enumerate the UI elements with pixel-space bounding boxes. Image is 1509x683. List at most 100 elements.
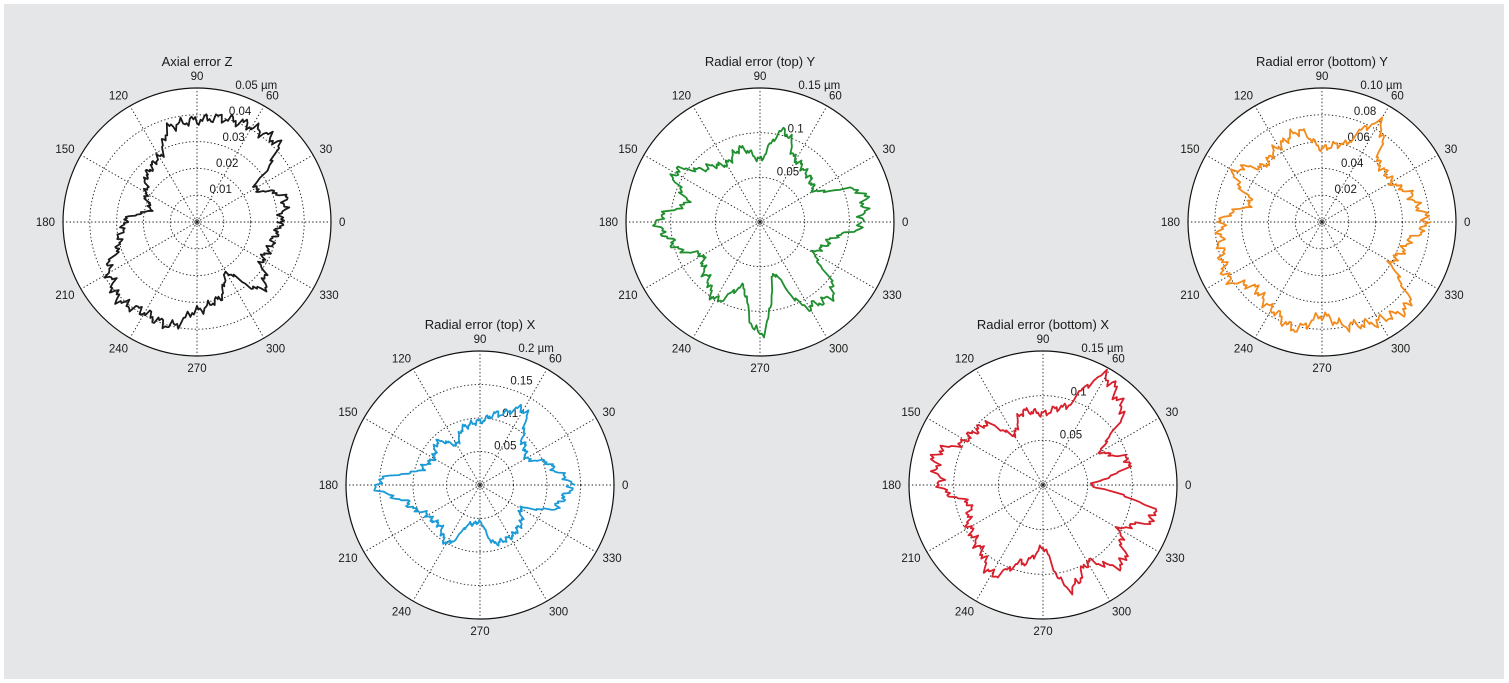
figure-panel: 0 30 60 90 120 150 180 210 240 270 300 330 0.01 0.02 0…: [4, 4, 1504, 679]
angle-tick-label: 240: [672, 343, 691, 355]
grid-spoke: [1321, 221, 1439, 290]
angle-tick-label: 30: [1165, 407, 1178, 419]
angle-tick-label: 120: [1234, 91, 1253, 103]
radial-tick-label: 0.15: [510, 375, 532, 387]
angle-tick-label: 120: [392, 354, 411, 366]
grid-ring: [670, 132, 850, 312]
angle-tick-label: 240: [1234, 343, 1253, 355]
radial-tick-label: 0.15 µm: [1081, 343, 1123, 355]
grid-spoke: [479, 417, 597, 486]
data-trace: [1214, 116, 1432, 333]
angle-tick-label: 150: [1180, 144, 1199, 156]
radial-tick-label: 0.06: [1347, 132, 1369, 144]
grid-spoke: [926, 484, 1044, 553]
radial-tick-label: 0.02: [1334, 184, 1356, 196]
grid-spoke: [926, 417, 1044, 486]
radial-tick-label: 0.02: [216, 158, 238, 170]
grid-spoke: [692, 221, 761, 339]
grid-spoke: [975, 368, 1044, 486]
grid-spoke: [479, 368, 548, 486]
angle-tick-label: 330: [319, 290, 338, 302]
angle-tick-label: 330: [882, 290, 901, 302]
center-marker: [477, 482, 483, 488]
grid-spoke: [1205, 221, 1323, 290]
angle-tick-label: 210: [338, 553, 357, 565]
angle-tick-label: 300: [1391, 343, 1410, 355]
angle-tick-label: 60: [1391, 91, 1404, 103]
grid-spoke: [80, 154, 198, 223]
grid-spoke: [975, 484, 1044, 602]
angle-tick-label: 120: [672, 91, 691, 103]
radial-tick-label: 0.04: [1341, 158, 1364, 170]
grid-spoke: [759, 221, 828, 339]
grid-ring: [953, 395, 1133, 575]
angle-tick-label: 330: [1444, 290, 1463, 302]
grid-spoke: [759, 105, 828, 223]
grid-spoke: [363, 417, 481, 486]
angle-tick-label: 150: [338, 407, 357, 419]
radial-tick-label: 0.1: [788, 123, 804, 135]
polar-chart-2: 03060901201501802102402703003300.050.10.…: [319, 317, 629, 638]
angle-tick-label: 0: [339, 217, 345, 229]
angle-tick-label: 0: [902, 217, 908, 229]
data-trace: [103, 113, 291, 330]
grid-spoke: [759, 221, 877, 290]
angle-tick-label: 270: [750, 363, 769, 375]
angle-tick-label: 60: [266, 91, 279, 103]
radial-tick-label: 0.05: [494, 440, 516, 452]
radial-tick-label: 0.2 µm: [518, 343, 553, 355]
angle-tick-label: 30: [602, 407, 615, 419]
angle-tick-label: 30: [882, 144, 895, 156]
grid-spoke: [1254, 221, 1323, 339]
grid-spoke: [1321, 154, 1439, 223]
angle-tick-label: 120: [109, 91, 128, 103]
angle-tick-label: 180: [319, 480, 338, 492]
radial-tick-label: 0.05: [777, 167, 799, 179]
angle-tick-label: 210: [901, 553, 920, 565]
grid-ring: [997, 439, 1089, 531]
angle-tick-label: 270: [470, 626, 489, 638]
grid-spoke: [1042, 484, 1111, 602]
data-trace: [652, 126, 871, 339]
grid-spoke: [129, 105, 198, 223]
grid-spoke: [412, 484, 481, 602]
radial-tick-label: 0.03: [222, 132, 244, 144]
center-marker: [1319, 219, 1325, 225]
polar-plots: 03060901201501802102402703003300.010.020…: [36, 54, 1471, 638]
radial-tick-label: 0.01: [209, 184, 231, 196]
radial-tick-label: 0.15 µm: [798, 80, 840, 92]
angle-tick-label: 300: [1112, 606, 1131, 618]
polar-chart-5: 0 30 60 90 120 150 180 210 240 270 300 330 0.02 0.04 0…: [1161, 54, 1471, 375]
grid-spoke: [643, 154, 761, 223]
angle-tick-label: 150: [618, 144, 637, 156]
chart-title: Axial error Z: [162, 54, 233, 69]
grid-spoke: [196, 154, 314, 223]
angle-tick-label: 0: [1185, 480, 1191, 492]
center-marker: [1040, 482, 1046, 488]
angle-tick-label: 240: [109, 343, 128, 355]
grid-spoke: [80, 221, 198, 290]
grid-spoke: [692, 105, 761, 223]
angle-tick-label: 90: [754, 71, 767, 83]
angle-tick-label: 300: [829, 343, 848, 355]
grid-ring: [412, 417, 548, 553]
angle-tick-label: 270: [1312, 363, 1331, 375]
angle-tick-label: 30: [319, 144, 332, 156]
angle-tick-label: 210: [55, 290, 74, 302]
angle-tick-label: 240: [955, 606, 974, 618]
grid-spoke: [1321, 105, 1390, 223]
grid-spoke: [412, 368, 481, 486]
angle-tick-label: 180: [599, 217, 618, 229]
angle-tick-label: 90: [474, 334, 487, 346]
grid-spoke: [129, 221, 198, 339]
grid-spoke: [479, 484, 597, 553]
grid-ring: [89, 114, 305, 330]
angle-tick-label: 150: [901, 407, 920, 419]
angle-tick-label: 330: [602, 553, 621, 565]
chart-title: Radial error (top) Y: [705, 54, 816, 69]
angle-tick-label: 300: [266, 343, 285, 355]
chart-title: Radial error (bottom) X: [977, 317, 1110, 332]
radial-tick-label: 0.04: [229, 106, 252, 118]
grid-spoke: [1205, 154, 1323, 223]
grid-spoke: [196, 221, 314, 290]
